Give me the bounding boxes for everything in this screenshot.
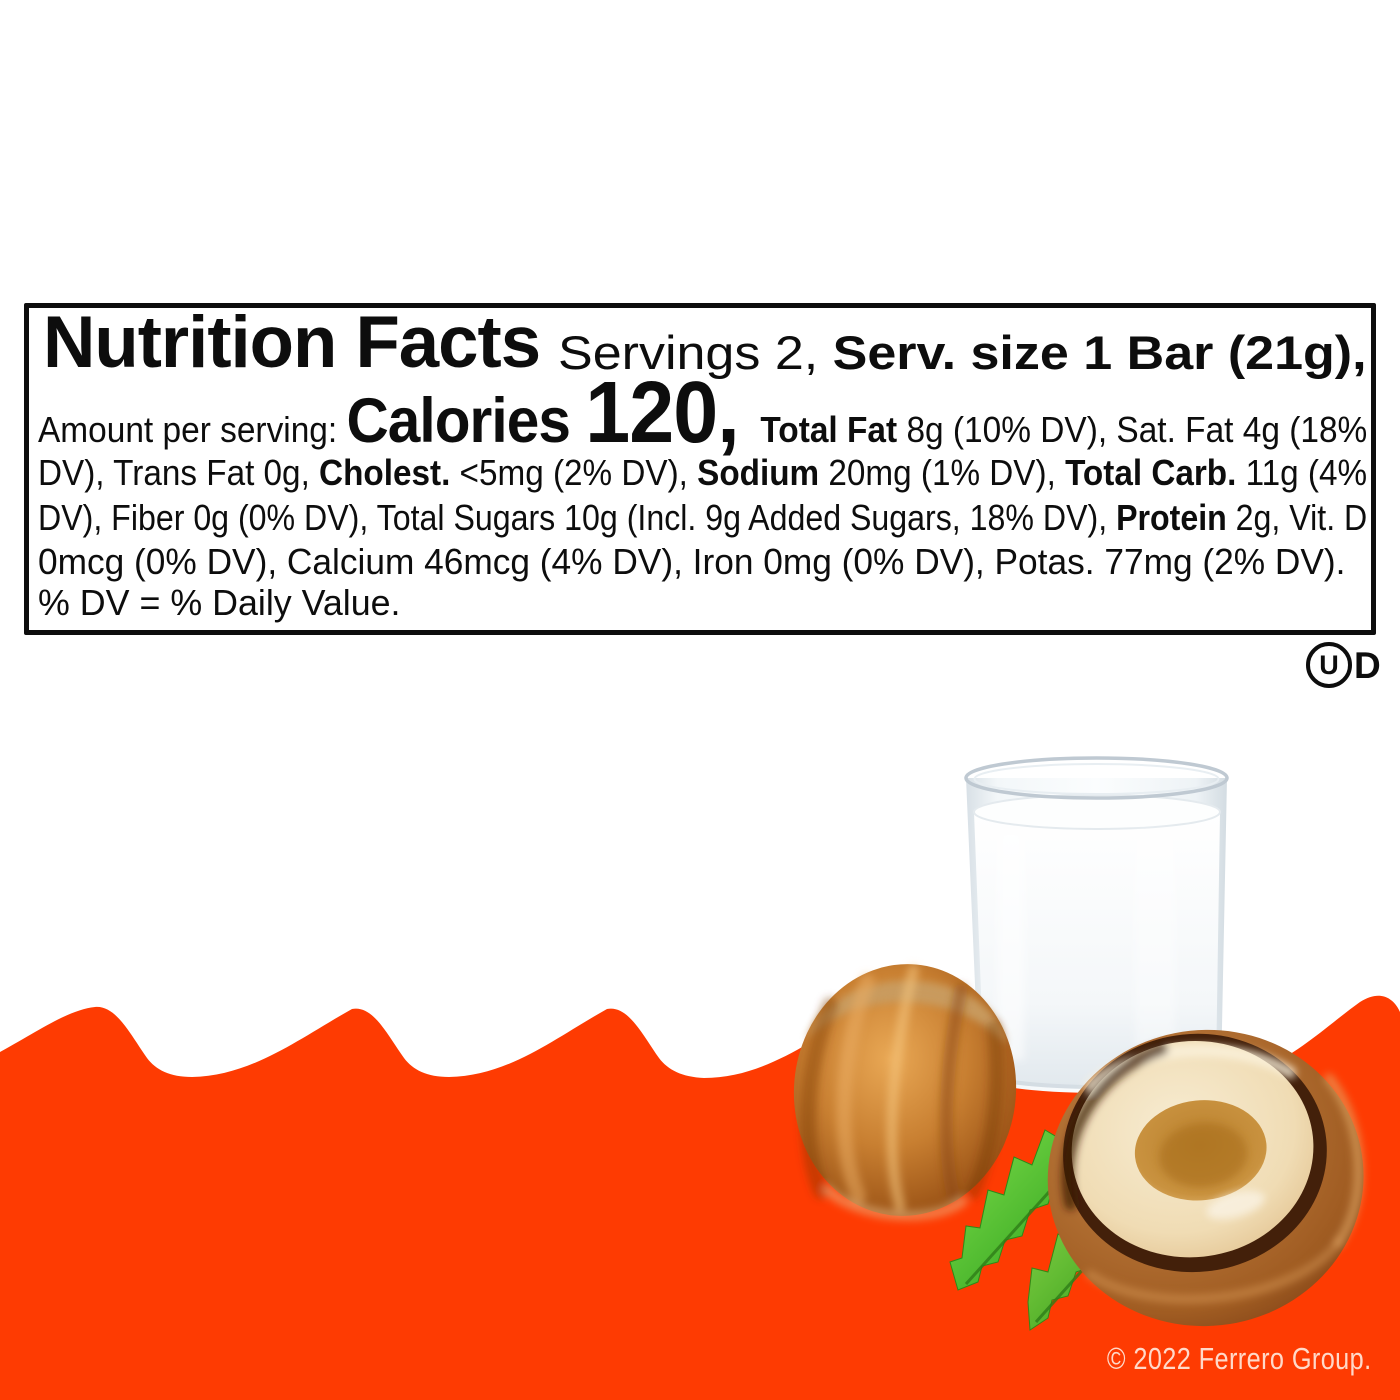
- nutrition-facts-title-row: Nutrition Facts: [43, 306, 543, 379]
- copyright-text: © 2022 Ferrero Group.: [1107, 1341, 1372, 1376]
- trans-fat-text: DV), Trans Fat 0g,: [38, 452, 320, 493]
- calories-row: Amount per serving: Calories 120, Total …: [38, 369, 1400, 456]
- whole-hazelnut-illustration: [793, 964, 1017, 1221]
- kosher-ou-d-symbol: U D: [1306, 642, 1381, 688]
- vitamins-minerals-text: 0mcg (0% DV), Calcium 46mcg (4% DV), Iro…: [38, 541, 1346, 582]
- daily-value-footnote-row: % DV = % Daily Value.: [38, 585, 402, 621]
- total-fat-values: 8g (10% DV), Sat. Fat 4g (18%: [897, 409, 1368, 450]
- nutrition-facts-title: Nutrition Facts: [43, 302, 541, 383]
- protein-label: Protein: [1116, 497, 1227, 538]
- cracked-hazelnut-illustration: [1047, 1029, 1364, 1327]
- sodium-label: Sodium: [697, 452, 820, 493]
- protein-values: 2g, Vit. D: [1226, 497, 1368, 538]
- calories-value: 120,: [585, 364, 761, 461]
- fiber-sugars-protein-row: DV), Fiber 0g (0% DV), Total Sugars 10g …: [38, 500, 1400, 536]
- total-carb-values: 11g (4%: [1236, 452, 1368, 493]
- calories-label: Calories: [346, 386, 586, 456]
- vitamins-minerals-row: 0mcg (0% DV), Calcium 46mcg (4% DV), Iro…: [38, 544, 1372, 580]
- servings-text: Servings 2,: [558, 326, 833, 379]
- servings-row: Servings 2, Serv. size 1 Bar (21g),: [558, 326, 1367, 379]
- cholesterol-label: Cholest.: [319, 452, 451, 493]
- serving-size-text: Serv. size 1 Bar (21g),: [832, 326, 1367, 379]
- total-fat-label: Total Fat: [760, 409, 898, 450]
- cholesterol-values: <5mg (2% DV),: [450, 452, 698, 493]
- sodium-values: 20mg (1% DV),: [819, 452, 1066, 493]
- circle-u-icon: U: [1306, 642, 1352, 688]
- cholesterol-sodium-carb-row: DV), Trans Fat 0g, Cholest. <5mg (2% DV)…: [38, 455, 1400, 491]
- daily-value-footnote: % DV = % Daily Value.: [38, 582, 401, 623]
- milk-glass-illustration: [964, 756, 1229, 1093]
- amount-per-serving-label: Amount per serving:: [38, 409, 347, 450]
- kosher-dairy-letter: D: [1354, 644, 1381, 686]
- total-carb-label: Total Carb.: [1065, 452, 1237, 493]
- fiber-sugars-text: DV), Fiber 0g (0% DV), Total Sugars 10g …: [38, 497, 1117, 538]
- nutrition-facts-panel: Nutrition Facts Servings 2, Serv. size 1…: [24, 303, 1376, 635]
